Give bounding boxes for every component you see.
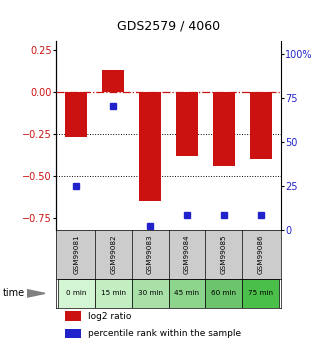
Bar <box>132 279 169 308</box>
Text: percentile rank within the sample: percentile rank within the sample <box>88 329 241 338</box>
Text: 60 min: 60 min <box>211 290 236 296</box>
Bar <box>176 92 198 156</box>
Text: GSM99085: GSM99085 <box>221 234 227 274</box>
Bar <box>213 92 235 166</box>
Text: 45 min: 45 min <box>174 290 199 296</box>
Bar <box>169 279 205 308</box>
Bar <box>65 329 81 338</box>
Text: 0 min: 0 min <box>66 290 87 296</box>
Polygon shape <box>27 290 45 297</box>
Text: GSM99086: GSM99086 <box>258 234 264 274</box>
Text: GSM99082: GSM99082 <box>110 234 116 274</box>
Text: log2 ratio: log2 ratio <box>88 312 131 321</box>
Bar <box>242 279 279 308</box>
Bar <box>205 279 242 308</box>
Text: GSM99083: GSM99083 <box>147 234 153 274</box>
Text: GSM99081: GSM99081 <box>74 234 79 274</box>
Bar <box>139 92 161 201</box>
Bar <box>95 279 132 308</box>
Bar <box>58 279 95 308</box>
Bar <box>65 92 88 137</box>
Text: 30 min: 30 min <box>138 290 163 296</box>
Bar <box>65 311 81 321</box>
Text: GSM99084: GSM99084 <box>184 234 190 274</box>
Bar <box>102 70 124 92</box>
Text: time: time <box>3 288 25 298</box>
Bar <box>249 92 272 159</box>
Text: 15 min: 15 min <box>101 290 126 296</box>
Text: 75 min: 75 min <box>248 290 273 296</box>
Text: GDS2579 / 4060: GDS2579 / 4060 <box>117 20 220 33</box>
